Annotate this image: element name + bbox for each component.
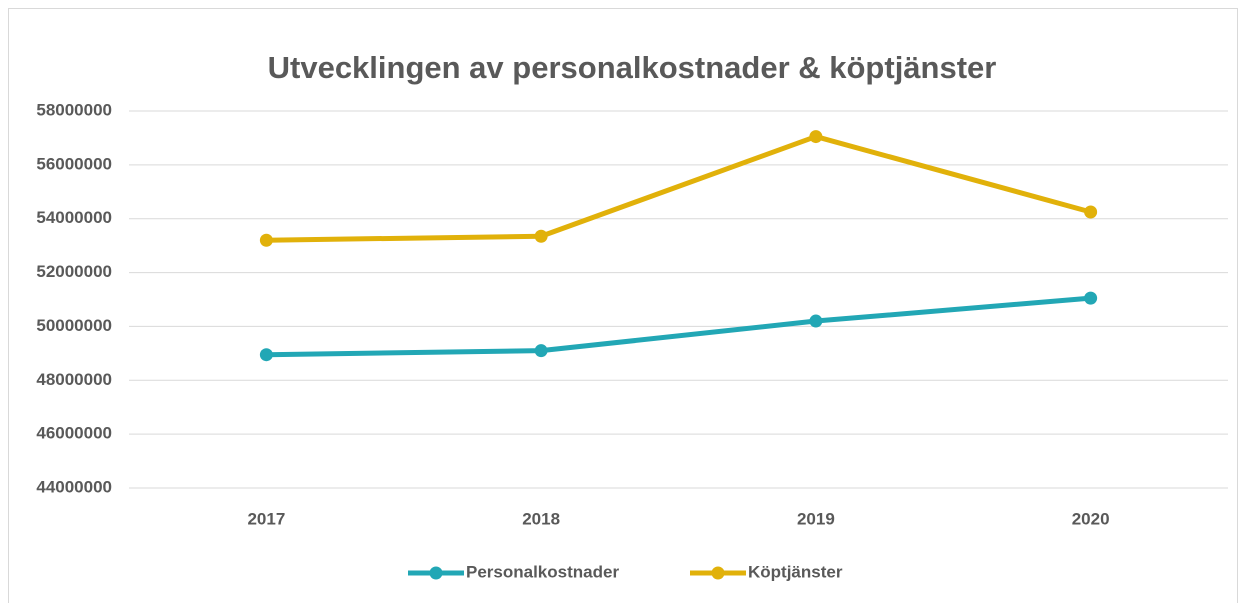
legend-label: Köptjänster — [748, 562, 843, 581]
y-tick-label: 52000000 — [36, 262, 112, 281]
point — [534, 344, 548, 358]
point — [1084, 291, 1098, 305]
y-tick-label: 56000000 — [36, 154, 112, 173]
y-tick-label: 48000000 — [36, 370, 112, 389]
point — [259, 348, 273, 362]
series-line — [266, 295, 1091, 358]
x-tick-label: 2020 — [1072, 509, 1110, 528]
y-tick-label: 54000000 — [36, 208, 112, 227]
chart-title: Utvecklingen av personalkostnader & köpt… — [268, 50, 997, 85]
legend-label: Personalkostnader — [466, 562, 619, 581]
y-tick-label: 50000000 — [36, 316, 112, 335]
x-tick-label: 2018 — [522, 509, 560, 528]
point — [1084, 205, 1098, 219]
point — [534, 229, 548, 243]
series-line — [266, 134, 1092, 243]
x-tick-label: 2017 — [247, 509, 285, 528]
point — [809, 314, 823, 328]
point — [809, 130, 823, 144]
legend-marker — [429, 566, 443, 580]
y-tick-label: 46000000 — [36, 424, 112, 443]
chart-frame — [8, 8, 1238, 603]
point — [259, 233, 273, 247]
y-tick-label: 44000000 — [36, 477, 112, 496]
legend-marker — [711, 566, 725, 580]
y-tick-label: 58000000 — [36, 100, 112, 119]
x-tick-label: 2019 — [797, 509, 835, 528]
